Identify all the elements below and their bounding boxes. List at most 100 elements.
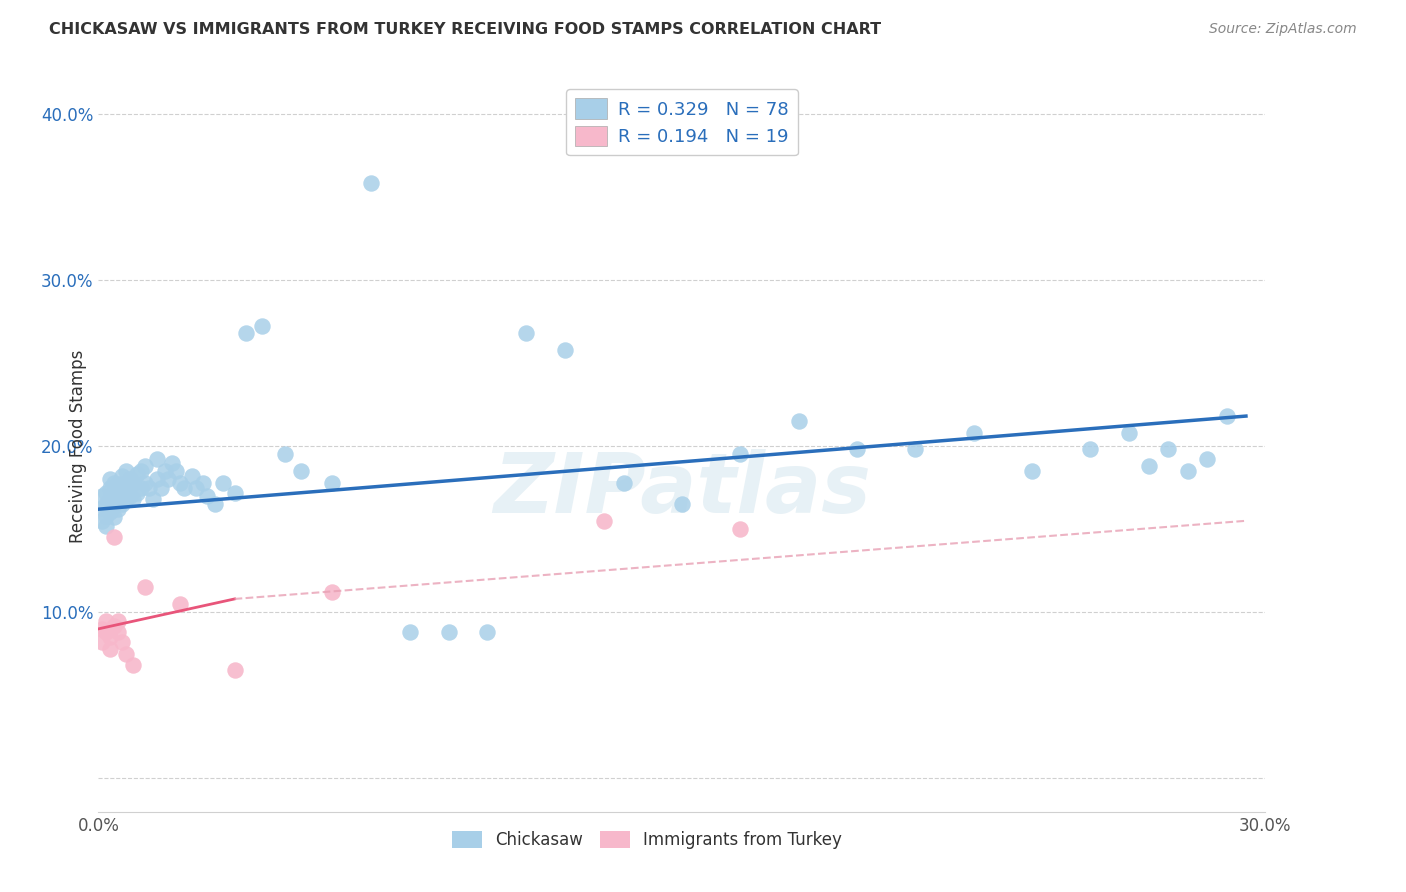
- Point: [103, 497, 125, 511]
- Point: [96, 508, 118, 523]
- Point: [114, 647, 136, 661]
- Point: [787, 414, 810, 428]
- Point: [224, 664, 246, 678]
- Point: [730, 447, 752, 461]
- Point: [98, 506, 121, 520]
- Point: [114, 464, 136, 478]
- Point: [103, 510, 125, 524]
- Point: [91, 635, 114, 649]
- Point: [169, 475, 191, 490]
- Point: [169, 597, 191, 611]
- Point: [193, 475, 215, 490]
- Point: [98, 472, 121, 486]
- Legend: Chickasaw, Immigrants from Turkey: Chickasaw, Immigrants from Turkey: [446, 824, 849, 856]
- Text: CHICKASAW VS IMMIGRANTS FROM TURKEY RECEIVING FOOD STAMPS CORRELATION CHART: CHICKASAW VS IMMIGRANTS FROM TURKEY RECE…: [49, 22, 882, 37]
- Point: [437, 625, 460, 640]
- Point: [195, 489, 218, 503]
- Point: [129, 464, 152, 478]
- Point: [134, 580, 156, 594]
- Point: [593, 514, 616, 528]
- Point: [127, 467, 149, 482]
- Point: [398, 625, 420, 640]
- Point: [962, 425, 984, 440]
- Point: [1080, 442, 1102, 457]
- Point: [129, 481, 152, 495]
- Point: [107, 489, 129, 503]
- Point: [103, 475, 125, 490]
- Point: [274, 447, 297, 461]
- Point: [515, 326, 537, 340]
- Point: [111, 469, 134, 483]
- Point: [846, 442, 869, 457]
- Point: [1021, 464, 1043, 478]
- Point: [730, 522, 752, 536]
- Y-axis label: Receiving Food Stamps: Receiving Food Stamps: [69, 350, 87, 542]
- Point: [321, 475, 343, 490]
- Point: [1137, 458, 1160, 473]
- Point: [96, 518, 118, 533]
- Point: [904, 442, 927, 457]
- Point: [153, 464, 176, 478]
- Point: [613, 475, 636, 490]
- Point: [111, 635, 134, 649]
- Point: [96, 497, 118, 511]
- Point: [290, 464, 312, 478]
- Point: [165, 464, 187, 478]
- Point: [134, 475, 156, 490]
- Point: [235, 326, 257, 340]
- Point: [1157, 442, 1180, 457]
- Point: [149, 481, 172, 495]
- Point: [91, 622, 114, 636]
- Point: [107, 477, 129, 491]
- Point: [111, 483, 134, 498]
- Point: [204, 497, 226, 511]
- Point: [107, 502, 129, 516]
- Point: [98, 630, 121, 644]
- Point: [122, 492, 145, 507]
- Point: [1118, 425, 1140, 440]
- Point: [184, 481, 207, 495]
- Text: Source: ZipAtlas.com: Source: ZipAtlas.com: [1209, 22, 1357, 37]
- Point: [96, 625, 118, 640]
- Point: [114, 492, 136, 507]
- Point: [96, 614, 118, 628]
- Point: [91, 500, 114, 515]
- Point: [1195, 452, 1218, 467]
- Point: [118, 489, 141, 503]
- Point: [180, 469, 202, 483]
- Point: [146, 472, 169, 486]
- Point: [114, 479, 136, 493]
- Point: [250, 319, 273, 334]
- Point: [157, 472, 180, 486]
- Point: [96, 485, 118, 500]
- Point: [127, 485, 149, 500]
- Point: [107, 625, 129, 640]
- Point: [107, 614, 129, 628]
- Point: [146, 452, 169, 467]
- Point: [122, 658, 145, 673]
- Point: [1177, 464, 1199, 478]
- Point: [142, 492, 165, 507]
- Point: [98, 481, 121, 495]
- Point: [321, 585, 343, 599]
- Point: [212, 475, 235, 490]
- Point: [477, 625, 499, 640]
- Point: [98, 492, 121, 507]
- Point: [162, 456, 184, 470]
- Point: [118, 472, 141, 486]
- Point: [91, 514, 114, 528]
- Point: [103, 618, 125, 632]
- Point: [103, 485, 125, 500]
- Point: [98, 641, 121, 656]
- Point: [103, 530, 125, 544]
- Point: [111, 497, 134, 511]
- Point: [122, 475, 145, 490]
- Point: [91, 489, 114, 503]
- Point: [173, 481, 195, 495]
- Point: [224, 485, 246, 500]
- Text: ZIPatlas: ZIPatlas: [494, 450, 870, 531]
- Point: [1215, 409, 1237, 423]
- Point: [671, 497, 693, 511]
- Point: [138, 481, 160, 495]
- Point: [554, 343, 576, 357]
